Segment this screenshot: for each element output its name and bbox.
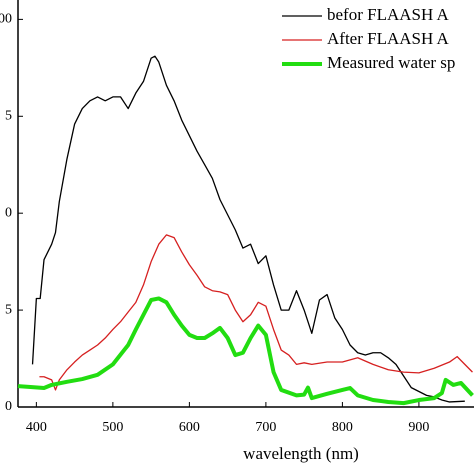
y-tick-label: 00 bbox=[0, 12, 12, 27]
x-tick-label: 500 bbox=[102, 420, 123, 435]
y-tick-label: 0 bbox=[5, 399, 12, 414]
legend-label: befor FLAASH A bbox=[327, 5, 450, 24]
legend-label: Measured water sp bbox=[327, 53, 455, 72]
x-axis-label: wavelength (nm) bbox=[243, 444, 359, 463]
legend-label: After FLAASH A bbox=[327, 29, 450, 48]
y-tick-label: 5 bbox=[5, 109, 12, 124]
series-line bbox=[39, 234, 473, 391]
x-tick-label: 600 bbox=[179, 420, 200, 435]
x-tick-label: 700 bbox=[255, 420, 276, 435]
series-line bbox=[31, 55, 465, 403]
x-tick-label: 900 bbox=[408, 420, 429, 435]
y-tick-label: 0 bbox=[5, 205, 12, 220]
x-tick-label: 800 bbox=[332, 420, 353, 435]
series-line bbox=[17, 296, 474, 406]
x-tick-label: 400 bbox=[26, 420, 47, 435]
y-tick-label: 5 bbox=[5, 302, 12, 317]
